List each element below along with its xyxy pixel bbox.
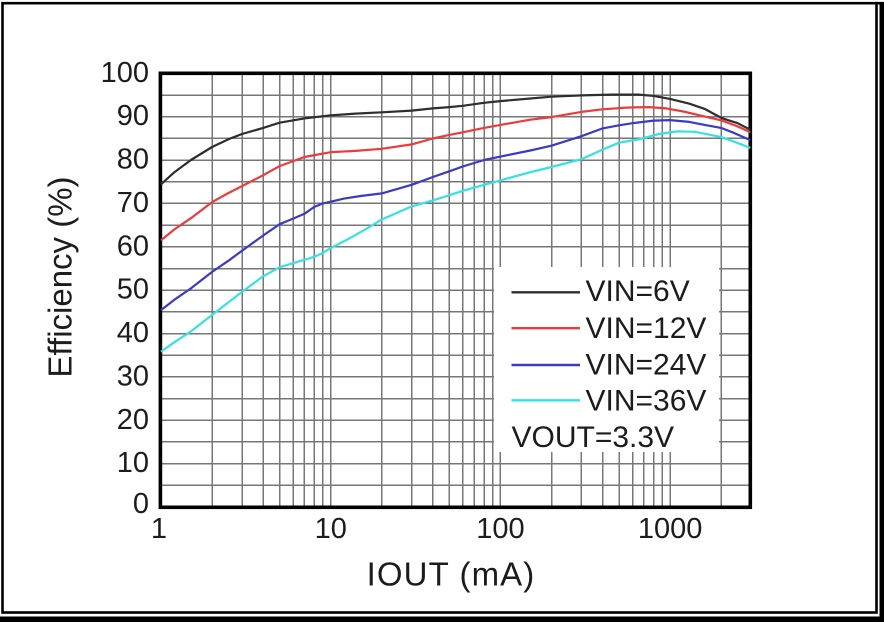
svg-text:80: 80 bbox=[117, 144, 149, 176]
svg-text:0: 0 bbox=[133, 488, 149, 520]
svg-text:10: 10 bbox=[315, 513, 347, 545]
svg-text:VIN=6V: VIN=6V bbox=[586, 275, 690, 308]
svg-text:100: 100 bbox=[476, 513, 524, 545]
svg-text:10: 10 bbox=[117, 447, 149, 479]
svg-text:1000: 1000 bbox=[638, 513, 703, 545]
svg-text:100: 100 bbox=[101, 57, 149, 89]
svg-text:50: 50 bbox=[117, 274, 149, 306]
svg-text:1: 1 bbox=[151, 513, 167, 545]
svg-text:VIN=36V: VIN=36V bbox=[586, 385, 707, 418]
svg-text:70: 70 bbox=[117, 187, 149, 219]
svg-text:VIN=24V: VIN=24V bbox=[586, 349, 707, 382]
svg-text:30: 30 bbox=[117, 360, 149, 392]
svg-text:90: 90 bbox=[117, 100, 149, 132]
svg-text:Efficiency (%): Efficiency (%) bbox=[42, 176, 79, 377]
svg-text:40: 40 bbox=[117, 317, 149, 349]
svg-text:IOUT (mA): IOUT (mA) bbox=[367, 556, 536, 593]
svg-text:60: 60 bbox=[117, 230, 149, 262]
svg-text:VIN=12V: VIN=12V bbox=[586, 312, 707, 345]
svg-text:20: 20 bbox=[117, 404, 149, 436]
svg-text:VOUT=3.3V: VOUT=3.3V bbox=[512, 421, 675, 454]
